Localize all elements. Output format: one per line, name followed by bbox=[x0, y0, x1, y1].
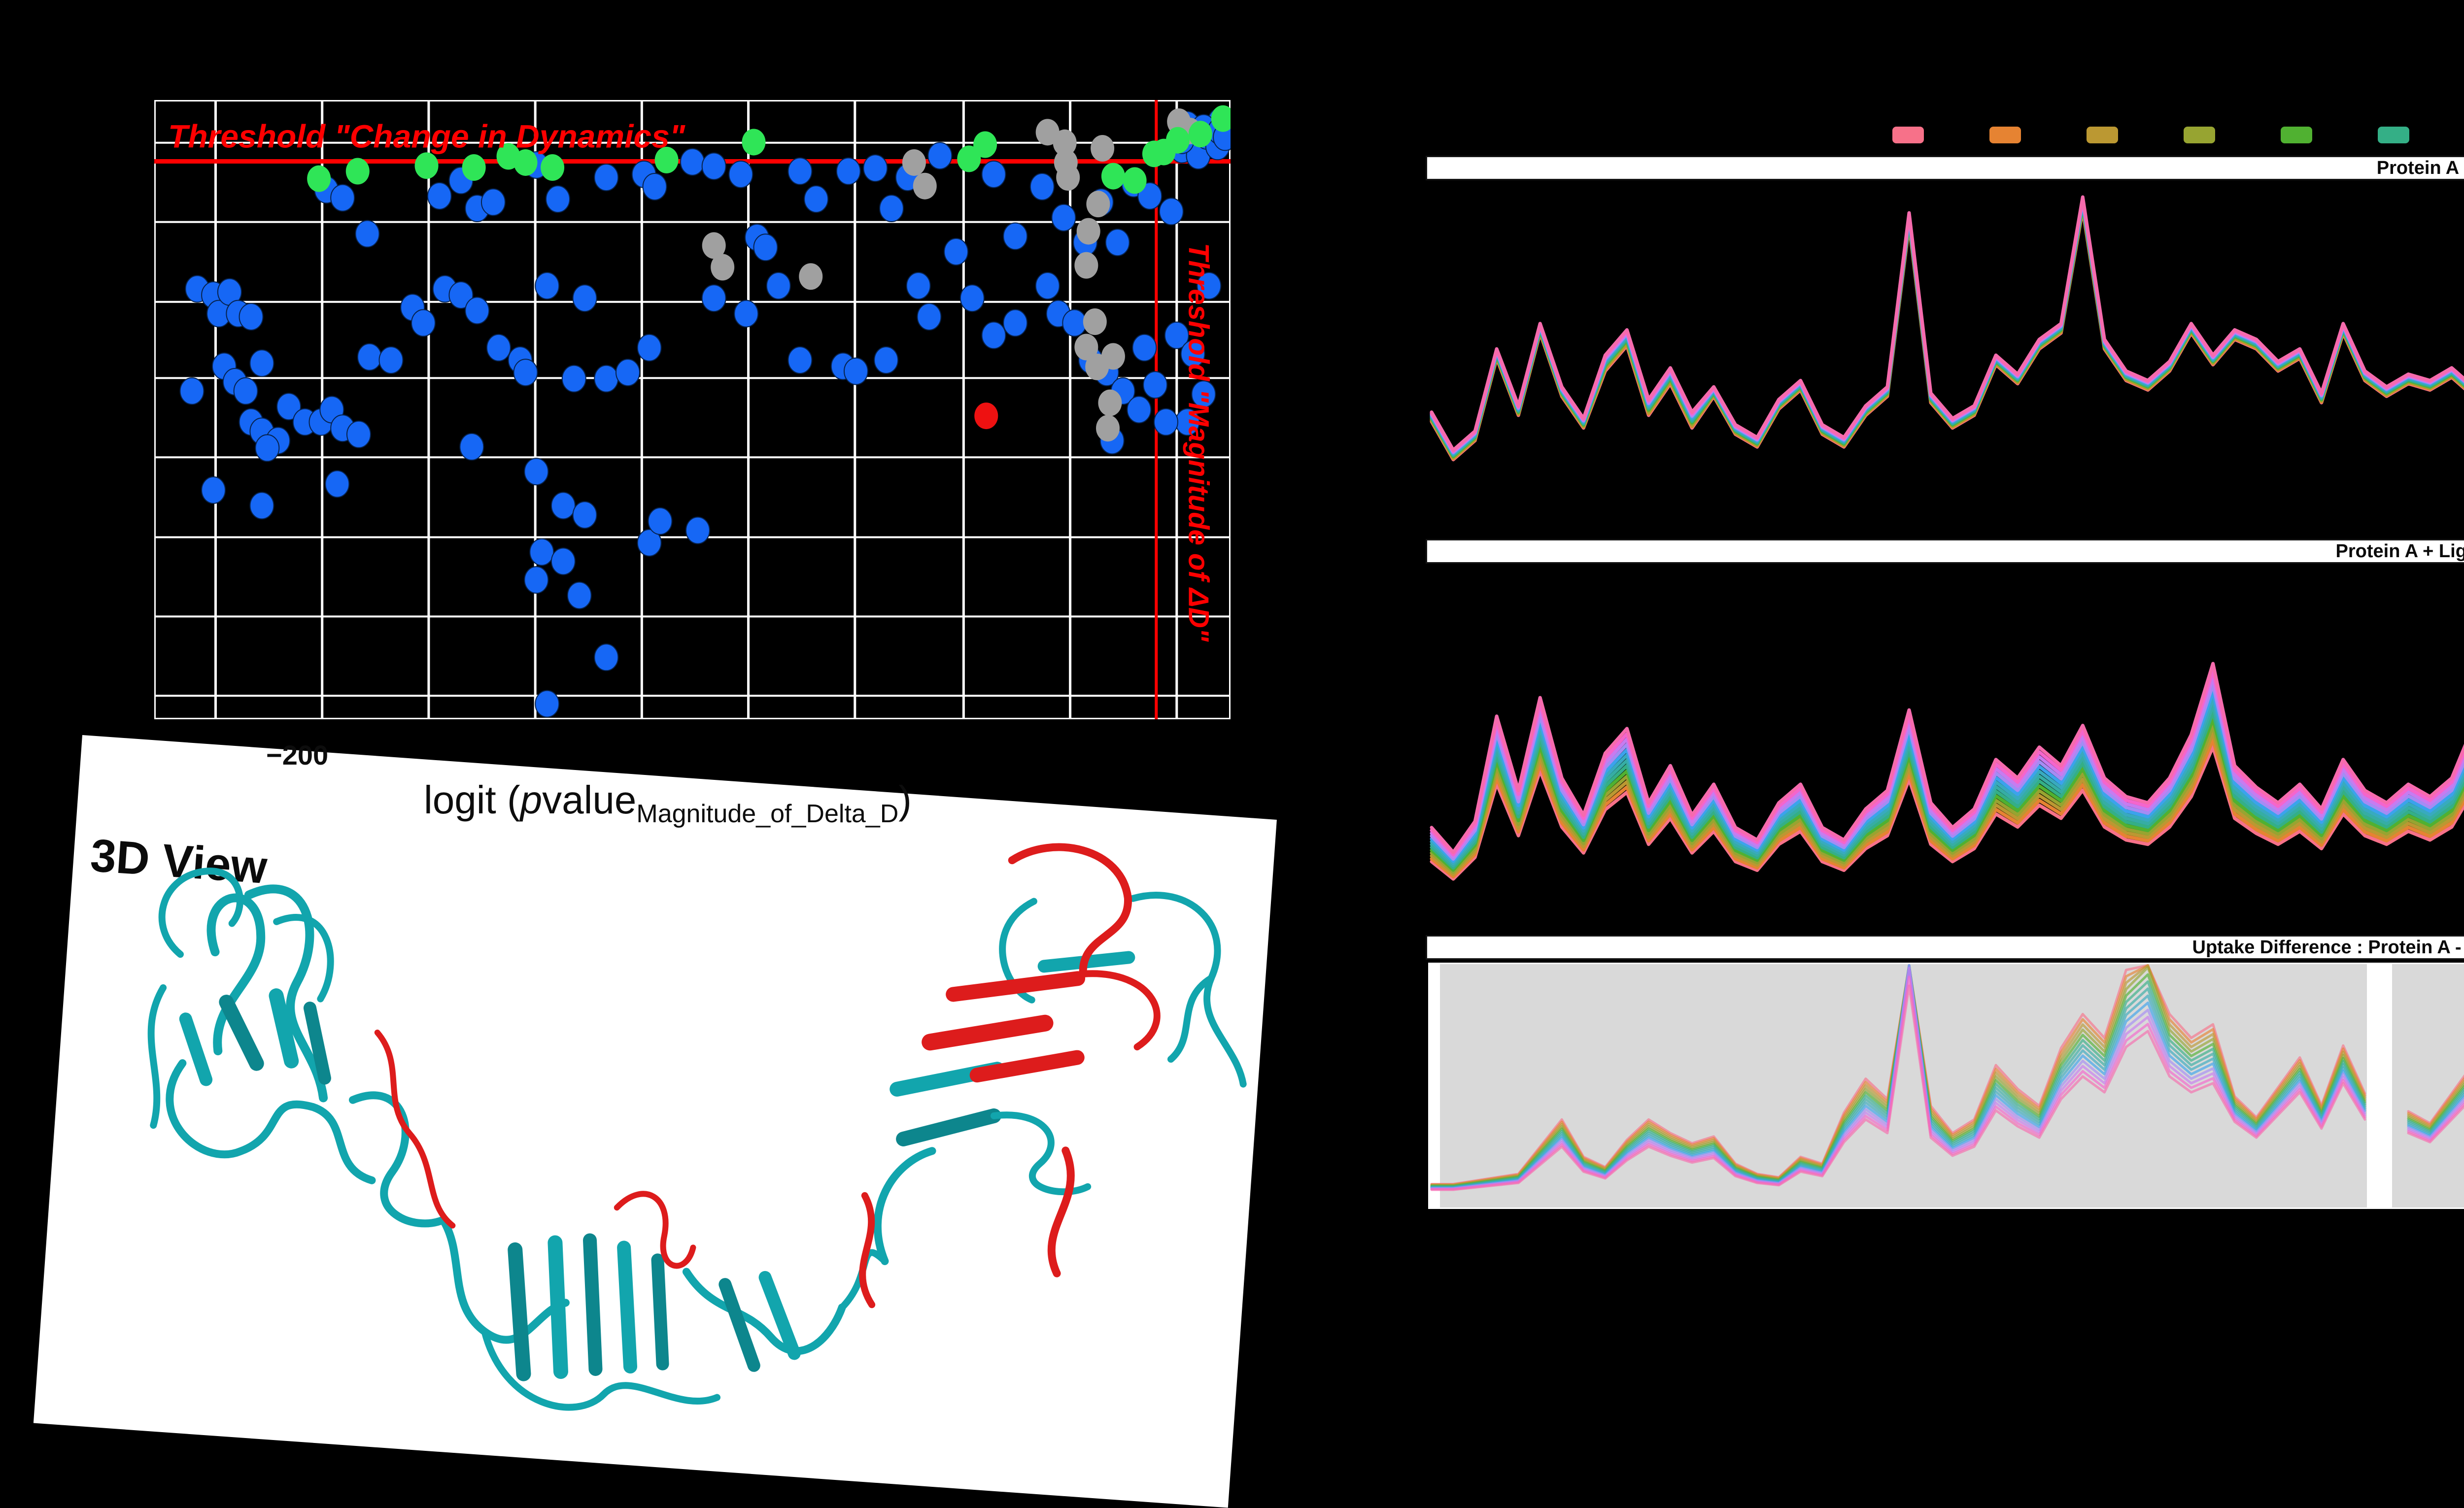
series-timepoint-13 bbox=[1432, 197, 2464, 450]
volcano-x-tick: −200 bbox=[266, 739, 328, 771]
difference-plot-bg bbox=[2392, 964, 2464, 1207]
ribbon-segment-12 bbox=[507, 1250, 533, 1374]
uptake-difference-chart[interactable] bbox=[1426, 961, 2464, 1212]
volcano-plot[interactable]: Threshold "Change in Dynamics" Threshold … bbox=[154, 100, 1231, 719]
volcano-x-axis-label: logit (pvalueMagnitude_of_Delta_D) bbox=[424, 777, 912, 829]
uptake-chart-protein-a-ligand[interactable] bbox=[1426, 565, 2464, 935]
series-timepoint-2 bbox=[1432, 209, 2464, 468]
uptake-chart-protein-a[interactable] bbox=[1426, 180, 2464, 539]
protein-ribbon[interactable] bbox=[34, 735, 1277, 1508]
chart-title-protein-a: Protein A bbox=[2377, 158, 2460, 179]
ribbon-segment-4 bbox=[305, 1008, 330, 1078]
legend-item-timepoint-3[interactable] bbox=[2087, 127, 2118, 143]
ribbon-segment-5 bbox=[181, 1019, 210, 1079]
ribbon-segment-14 bbox=[581, 1240, 605, 1369]
view3d-panel[interactable]: 3D View bbox=[34, 735, 1277, 1508]
ribbon-segment-2 bbox=[222, 1002, 261, 1064]
ribbon-segment-23 bbox=[903, 1109, 994, 1145]
series-timepoint-1 bbox=[1432, 210, 2464, 475]
series-lines bbox=[1432, 633, 2464, 879]
ribbon-segment-15 bbox=[616, 1247, 639, 1367]
ribbon-segment-6 bbox=[165, 1063, 379, 1180]
legend-item-timepoint-6[interactable] bbox=[2378, 127, 2409, 143]
chart-title-protein-a-ligand: Protein A + Ligand bbox=[2336, 541, 2464, 562]
series-lines bbox=[1432, 197, 2464, 475]
ribbon-segment-35 bbox=[1050, 1150, 1072, 1273]
legend-item-timepoint-1[interactable] bbox=[1892, 127, 1924, 143]
titlebar-protein-a-ligand: Protein A + Ligand bbox=[1426, 539, 2464, 564]
annotation-change-in-dynamics: Threshold "Change in Dynamics" bbox=[168, 118, 685, 154]
ribbon-segment-22 bbox=[875, 1147, 932, 1264]
ribbon-segment-32 bbox=[953, 970, 1078, 1004]
legend-item-timepoint-2[interactable] bbox=[1989, 127, 2021, 143]
titlebar-protein-a: Protein A bbox=[1426, 156, 2464, 180]
legend-item-timepoint-4[interactable] bbox=[2184, 127, 2215, 143]
volcano-points-red bbox=[974, 402, 998, 429]
volcano-points-blue bbox=[180, 108, 1231, 717]
ribbon-segment-26 bbox=[989, 1114, 1093, 1194]
ribbon-segment-30 bbox=[930, 1015, 1045, 1050]
chart-title-uptake-difference: Uptake Difference : Protein A - (Protein… bbox=[2192, 937, 2464, 958]
ribbon-segment-37 bbox=[364, 1033, 466, 1226]
legend-item-timepoint-5[interactable] bbox=[2281, 127, 2312, 143]
timepoint-legend bbox=[1892, 124, 2464, 146]
ribbon-segment-16 bbox=[650, 1260, 670, 1364]
ribbon-segment-31 bbox=[977, 1050, 1077, 1082]
ribbon-segment-10 bbox=[159, 868, 242, 958]
ribbon-segment-34 bbox=[1078, 972, 1160, 1048]
titlebar-uptake-difference: Uptake Difference : Protein A - (Protein… bbox=[1426, 935, 2464, 960]
ribbon-segment-8 bbox=[144, 987, 165, 1126]
annotation-magnitude-threshold: Threshold "Magnitude of ΔD" bbox=[1182, 243, 1214, 642]
